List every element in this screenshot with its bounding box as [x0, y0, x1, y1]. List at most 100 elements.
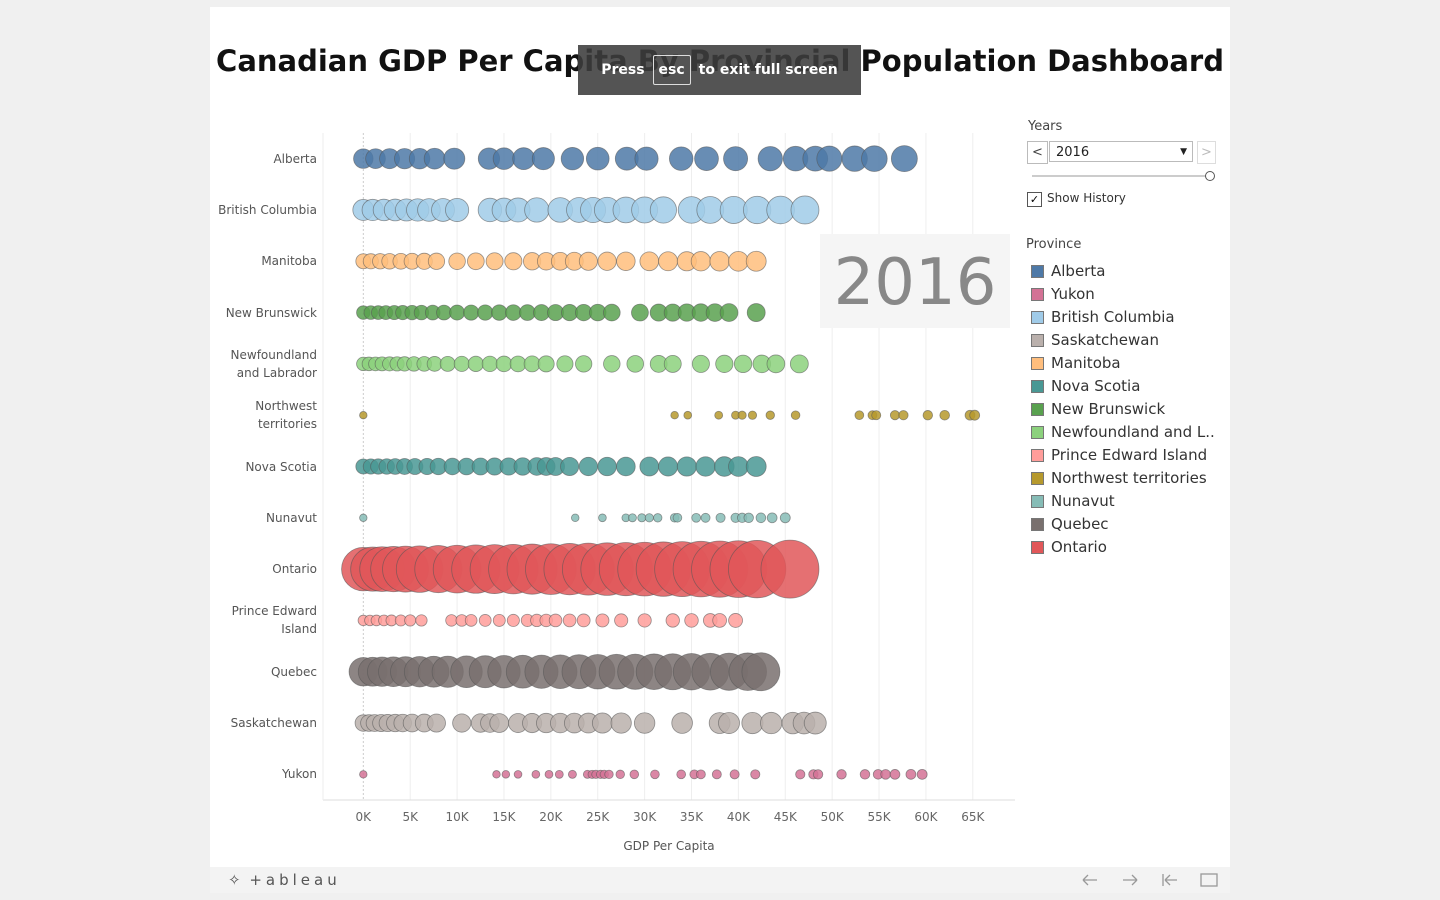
legend-item[interactable]: Northwest territories	[1031, 469, 1207, 487]
legend-item[interactable]: Nova Scotia	[1031, 377, 1140, 395]
bubble	[464, 614, 478, 627]
bubble	[779, 512, 791, 524]
bubble	[591, 712, 613, 734]
bubble	[477, 304, 494, 321]
bubble	[712, 613, 727, 628]
bubble	[501, 770, 511, 779]
year-select[interactable]: 2016 ▼	[1049, 141, 1193, 162]
bubble	[562, 613, 577, 628]
bubble	[524, 197, 550, 223]
prev-year[interactable]: <	[1027, 141, 1048, 164]
legend-label: Prince Edward Island	[1051, 446, 1208, 464]
legend-label: Quebec	[1051, 515, 1109, 533]
bubble	[795, 769, 806, 780]
bubble	[560, 147, 585, 171]
slider-handle[interactable]	[1205, 171, 1215, 181]
legend-item[interactable]: New Brunswick	[1031, 400, 1165, 418]
redo[interactable]	[1123, 874, 1138, 886]
bubble	[658, 456, 679, 477]
legend-item[interactable]: Yukon	[1031, 285, 1095, 303]
legend-item[interactable]: Prince Edward Island	[1031, 446, 1207, 464]
bubble	[916, 768, 928, 780]
y-tick-label: Alberta	[273, 151, 317, 166]
bubble	[676, 769, 687, 780]
legend-swatch	[1031, 425, 1044, 439]
year-slider[interactable]	[1032, 175, 1210, 177]
bubble	[513, 770, 523, 779]
bubble	[359, 411, 368, 420]
bubble	[653, 513, 663, 523]
legend-item[interactable]: Quebec	[1031, 515, 1109, 533]
bubble	[467, 355, 484, 372]
legend-label: British Columbia	[1051, 308, 1175, 326]
legend-item[interactable]: British Columbia	[1031, 308, 1175, 326]
legend-item[interactable]: Newfoundland and L..	[1031, 423, 1215, 441]
legend-label: Nova Scotia	[1051, 377, 1141, 395]
bubble	[571, 513, 580, 523]
bubble	[741, 652, 781, 692]
bubble	[489, 713, 510, 733]
bubble	[691, 512, 702, 523]
legend-item[interactable]: Alberta	[1031, 262, 1105, 280]
legend-swatch	[1031, 517, 1044, 531]
legend-swatch	[1031, 494, 1044, 508]
bubble	[790, 410, 801, 420]
bubble	[548, 613, 563, 628]
bubble	[803, 711, 827, 735]
bubble	[578, 251, 598, 271]
legend-label: Newfoundland and L..	[1051, 423, 1215, 441]
legend-item[interactable]: Ontario	[1031, 538, 1107, 556]
y-tick-label: Manitoba	[261, 254, 317, 269]
bubble	[523, 355, 541, 373]
series	[354, 711, 827, 735]
bubble	[449, 304, 466, 321]
bubble	[695, 769, 706, 780]
legend-swatch	[1031, 264, 1044, 278]
legend-item[interactable]: Saskatchewan	[1031, 331, 1159, 349]
series	[355, 250, 767, 272]
x-tick-label: 15K	[492, 810, 516, 824]
legend-label: Alberta	[1051, 262, 1106, 280]
series	[357, 613, 743, 628]
bubble	[745, 456, 767, 477]
bubble	[634, 146, 659, 171]
bubble	[747, 410, 758, 420]
series	[359, 512, 791, 524]
bubble	[690, 251, 711, 272]
bubble	[639, 251, 660, 272]
legend-item[interactable]: Manitoba	[1031, 354, 1121, 372]
legend-swatch	[1031, 333, 1044, 347]
bubble	[560, 456, 580, 477]
bubble	[650, 769, 660, 780]
legend-swatch	[1031, 540, 1044, 554]
revert[interactable]	[1162, 874, 1177, 886]
fullscreen[interactable]	[1200, 873, 1218, 887]
y-tick-label: Yukon	[281, 767, 317, 782]
series	[352, 195, 820, 225]
legend-swatch	[1031, 287, 1044, 301]
legend-label: Manitoba	[1051, 354, 1121, 372]
x-tick-label: 35K	[680, 810, 704, 824]
bubble	[578, 456, 598, 477]
bubble	[733, 354, 753, 374]
x-tick-label: 0K	[356, 810, 373, 824]
bubble	[615, 769, 625, 780]
y-tick-label: Saskatchewan	[230, 716, 317, 731]
history-checkbox[interactable]: ✓	[1027, 192, 1042, 207]
undo[interactable]	[1082, 874, 1097, 886]
legend-swatch	[1031, 448, 1044, 462]
bubble	[719, 303, 739, 322]
legend-item[interactable]: Nunavut	[1031, 492, 1115, 510]
next-year[interactable]: >	[1197, 141, 1216, 164]
x-tick-label: 5K	[402, 810, 419, 824]
x-tick-label: 40K	[727, 810, 751, 824]
bubble	[700, 512, 711, 523]
bubble	[467, 252, 485, 271]
legend-swatch	[1031, 471, 1044, 485]
bubble	[898, 410, 909, 421]
bubble	[585, 146, 610, 171]
bubble	[816, 145, 843, 172]
bubble	[427, 252, 446, 270]
